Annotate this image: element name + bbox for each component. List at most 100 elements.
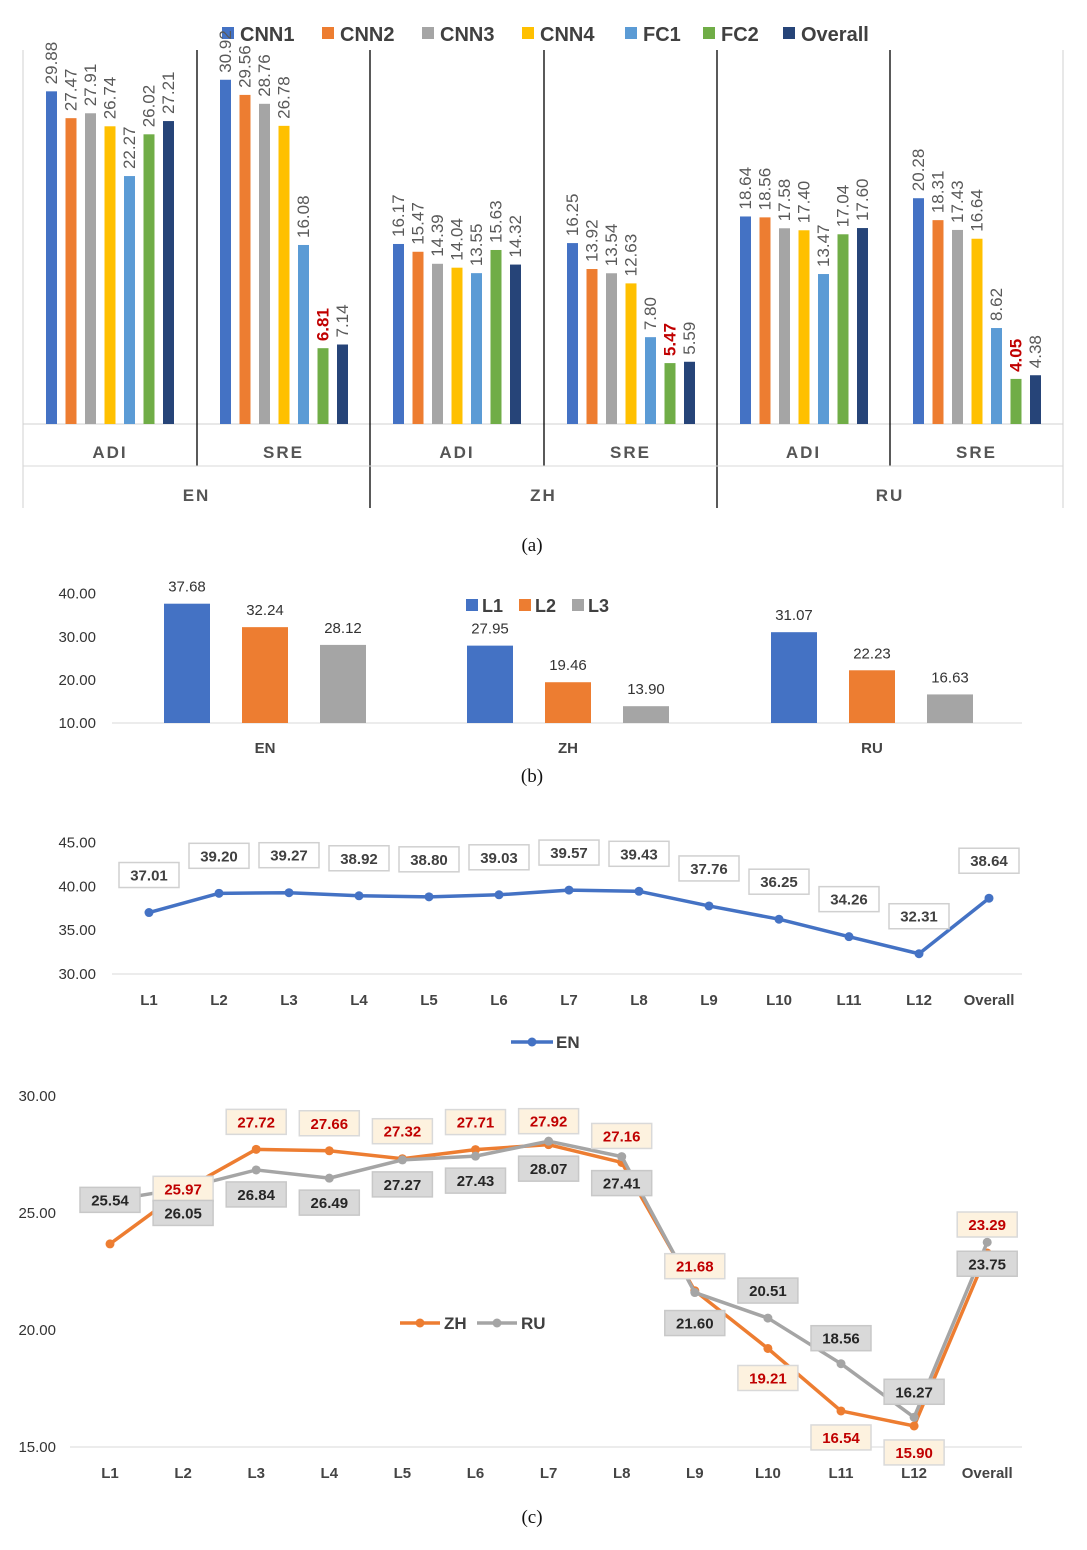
label-box-en-overall bbox=[958, 847, 1020, 874]
point-ru-l9 bbox=[690, 1288, 700, 1298]
ytick-c1-30.00: 30.00 bbox=[58, 966, 96, 983]
xtick-c2-l6: L6 bbox=[467, 1465, 485, 1482]
bar-label-zh-sre-1: 13.92 bbox=[583, 219, 602, 262]
bar-label-en-adi-5: 26.02 bbox=[140, 85, 159, 128]
xtick-c2-l10: L10 bbox=[755, 1465, 781, 1482]
bar-label-ru-adi-0: 18.64 bbox=[736, 167, 755, 210]
legend-c1-label-en: EN bbox=[556, 1033, 580, 1052]
xtick-c2-l5: L5 bbox=[394, 1465, 412, 1482]
bar-en-sre-fc2 bbox=[317, 348, 329, 424]
bar-label-en-adi-3: 26.74 bbox=[101, 77, 120, 120]
task-label-adi-0: ADI bbox=[92, 443, 127, 462]
bar-label-ru-adi-1: 18.56 bbox=[756, 168, 775, 211]
bar-zh-adi-cnn4 bbox=[451, 267, 463, 424]
xtick-c1-overall: Overall bbox=[964, 992, 1015, 1009]
label-box-zh-l7 bbox=[517, 1107, 580, 1135]
ytick-c1-45.00: 45.00 bbox=[58, 834, 96, 851]
label-box-ru-l10 bbox=[737, 1277, 799, 1304]
label-box-ru-l12 bbox=[883, 1378, 945, 1406]
label-box-en-l1 bbox=[118, 861, 180, 889]
label-ru-l2: 26.05 bbox=[164, 1205, 202, 1222]
label-box-en-l7 bbox=[538, 839, 600, 866]
bar-en-sre-fc1 bbox=[298, 244, 309, 424]
label-box-en-l12 bbox=[888, 902, 950, 930]
bar-label-ru-sre-5: 4.05 bbox=[1007, 339, 1026, 372]
bar-b-zh-l3 bbox=[623, 706, 669, 723]
label-box-en-l3 bbox=[258, 841, 320, 869]
caption-c: (c) bbox=[521, 1507, 542, 1528]
label-box-zh-l6 bbox=[444, 1108, 507, 1136]
bar-label-en-adi-1: 27.47 bbox=[62, 69, 81, 112]
legend-label-cnn2: CNN2 bbox=[340, 24, 394, 46]
bar-label-en-adi-4: 22.27 bbox=[120, 127, 139, 170]
xtick-c2-overall: Overall bbox=[962, 1465, 1013, 1482]
legend-c2-label-ru: RU bbox=[521, 1314, 546, 1333]
legend-label-fc2: FC2 bbox=[721, 24, 759, 46]
label-box-ru-l1 bbox=[79, 1186, 141, 1214]
point-en-l2 bbox=[214, 888, 224, 898]
bar-label-zh-adi-6: 14.32 bbox=[506, 215, 525, 258]
xtick-b-ru: RU bbox=[861, 740, 883, 757]
bar-zh-sre-cnn1 bbox=[567, 243, 578, 424]
point-ru-l3 bbox=[251, 1165, 261, 1175]
task-label-sre-1: SRE bbox=[263, 443, 304, 462]
point-en-overall bbox=[984, 893, 994, 903]
label-box-zh-l8 bbox=[590, 1122, 653, 1150]
bar-label-zh-sre-6: 5.59 bbox=[680, 322, 699, 355]
xtick-c1-l6: L6 bbox=[490, 992, 508, 1009]
xtick-c2-l3: L3 bbox=[247, 1465, 265, 1482]
bar-zh-sre-fc1 bbox=[645, 337, 656, 424]
bar-b-zh-l1 bbox=[467, 645, 513, 723]
label-box-en-l4 bbox=[328, 845, 390, 872]
label-zh-l8: 27.16 bbox=[603, 1128, 641, 1145]
legend-swatch-overall bbox=[783, 27, 795, 39]
legend-swatch-cnn4 bbox=[522, 27, 534, 39]
legend-label-cnn3: CNN3 bbox=[440, 24, 494, 46]
bar-label-zh-adi-4: 13.55 bbox=[467, 224, 486, 267]
label-box-zh-l11 bbox=[810, 1424, 872, 1451]
bar-label-zh-adi-3: 14.04 bbox=[448, 218, 467, 261]
label-ru-l3: 26.84 bbox=[237, 1187, 275, 1204]
point-ru-l4 bbox=[324, 1173, 334, 1183]
point-en-l5 bbox=[424, 892, 434, 902]
bar-ru-sre-cnn2 bbox=[932, 220, 944, 424]
ytick-c1-35.00: 35.00 bbox=[58, 922, 96, 939]
caption-b: (b) bbox=[521, 766, 543, 787]
bar-zh-adi-cnn1 bbox=[393, 243, 404, 424]
bar-zh-sre-cnn3 bbox=[606, 273, 617, 424]
bar-label-b-ru-l3: 16.63 bbox=[931, 669, 969, 686]
label-box-ru-l3 bbox=[225, 1181, 287, 1208]
label-zh-l2: 25.97 bbox=[164, 1181, 202, 1198]
bar-label-zh-sre-0: 16.25 bbox=[563, 194, 582, 237]
bar-en-adi-cnn4 bbox=[104, 126, 116, 424]
bar-en-adi-cnn1 bbox=[46, 91, 57, 424]
bar-label-en-sre-4: 16.08 bbox=[294, 195, 313, 238]
label-zh-l4: 27.66 bbox=[311, 1116, 349, 1133]
xtick-c2-l7: L7 bbox=[540, 1465, 558, 1482]
bar-label-en-adi-6: 27.21 bbox=[159, 72, 178, 115]
xtick-c1-l12: L12 bbox=[906, 992, 932, 1009]
label-en-l12: 32.31 bbox=[900, 909, 938, 926]
label-box-zh-l4 bbox=[298, 1110, 361, 1137]
label-zh-l12: 15.90 bbox=[895, 1445, 933, 1462]
label-zh-overall: 23.29 bbox=[968, 1217, 1006, 1234]
bar-label-ru-sre-6: 4.38 bbox=[1026, 335, 1045, 368]
label-box-zh-l5 bbox=[371, 1117, 434, 1145]
bar-label-en-sre-5: 6.81 bbox=[314, 308, 333, 341]
bar-label-en-sre-3: 26.78 bbox=[275, 76, 294, 119]
label-en-l11: 34.26 bbox=[830, 892, 868, 909]
bar-b-ru-l2 bbox=[849, 670, 895, 723]
point-en-l11 bbox=[844, 932, 854, 942]
xtick-c1-l10: L10 bbox=[766, 992, 792, 1009]
bar-zh-sre-cnn4 bbox=[625, 283, 637, 424]
bar-label-zh-sre-5: 5.47 bbox=[661, 323, 680, 356]
xtick-c1-l8: L8 bbox=[630, 992, 648, 1009]
bar-ru-sre-cnn3 bbox=[952, 229, 963, 424]
point-ru-l5 bbox=[397, 1155, 407, 1165]
ytick-c2-30.00: 30.00 bbox=[18, 1088, 56, 1105]
legend-c2-label-zh: ZH bbox=[444, 1314, 467, 1333]
bar-label-b-ru-l1: 31.07 bbox=[775, 607, 813, 624]
point-ru-l10 bbox=[763, 1313, 773, 1323]
label-box-en-l5 bbox=[398, 846, 460, 873]
ytick-b-10.00: 10.00 bbox=[58, 715, 96, 732]
